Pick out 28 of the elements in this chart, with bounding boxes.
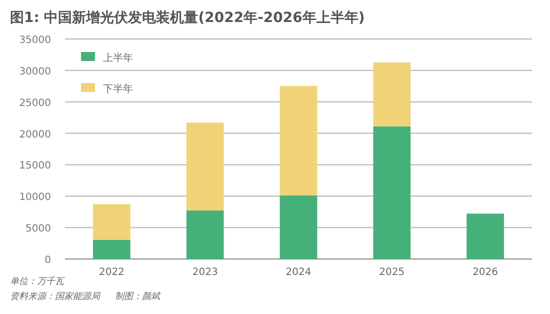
- y-tick-label: 30000: [19, 66, 51, 78]
- bar: [186, 122, 224, 210]
- text: 制图：颜斌: [115, 291, 161, 302]
- bar: [280, 195, 318, 259]
- bar: [93, 204, 130, 240]
- bar: [466, 214, 504, 259]
- bar: [186, 210, 224, 259]
- legend-label: 下半年: [103, 83, 133, 95]
- y-tick-label: 35000: [19, 35, 51, 46]
- legend-label: 上半年: [103, 52, 133, 64]
- text: 单位：万千瓦: [10, 276, 66, 287]
- y-tick-label: 10000: [19, 192, 51, 204]
- y-tick-label: 25000: [19, 98, 51, 109]
- y-tick-label: 20000: [19, 129, 51, 140]
- x-tick-label: 2024: [286, 267, 312, 278]
- x-tick-label: 2022: [98, 267, 124, 278]
- x-tick-label: 2026: [472, 267, 498, 278]
- bar: [373, 126, 411, 259]
- y-tick-label: 15000: [19, 160, 51, 172]
- x-tick-label: 2025: [379, 267, 405, 278]
- y-tick-label: 5000: [26, 224, 51, 235]
- bar: [373, 62, 411, 126]
- chart-title: 图1: 中国新增光伏发电装机量(2022年-2026年上半年): [10, 9, 365, 26]
- bar: [93, 240, 130, 259]
- y-tick-label: 0: [44, 255, 51, 266]
- x-tick-label: 2023: [192, 267, 218, 278]
- text: 资料来源：国家能源局: [10, 291, 101, 302]
- bar: [280, 86, 318, 196]
